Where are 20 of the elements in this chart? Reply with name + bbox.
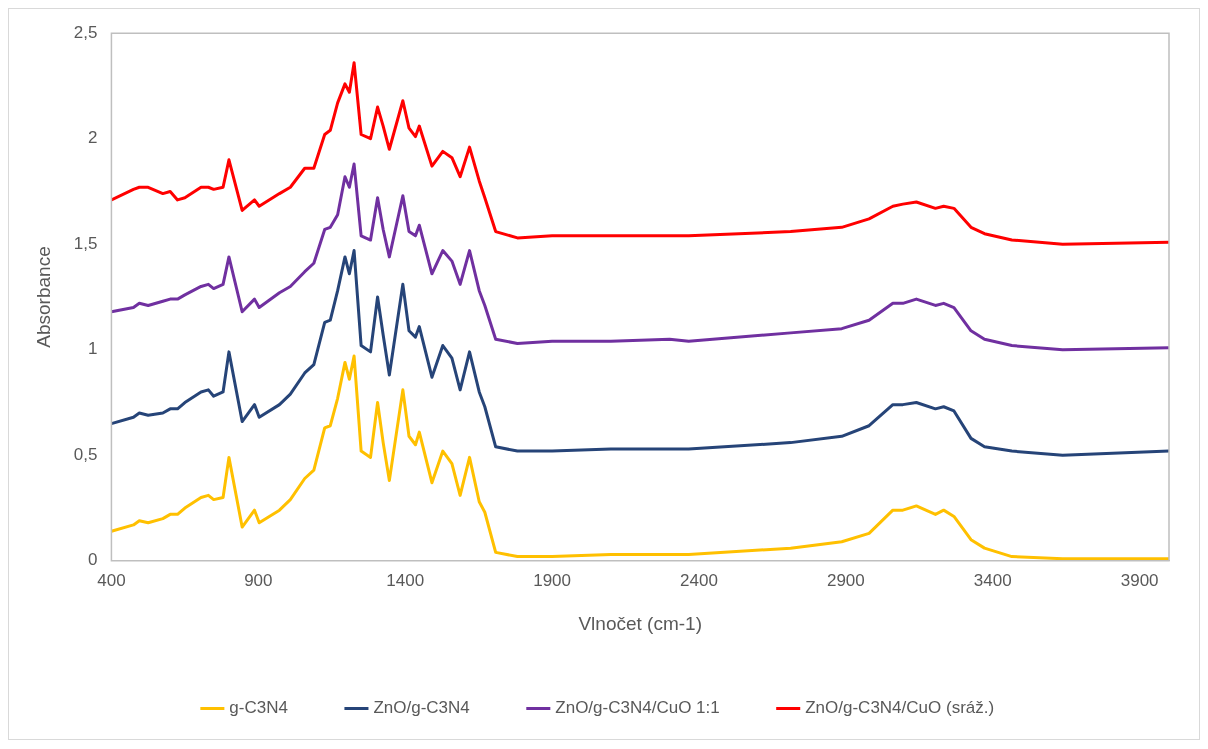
y-tick-label: 0,5 [73, 444, 98, 464]
y-axis-title: Absorbance [32, 246, 54, 348]
x-tick-label: 3900 [1120, 570, 1159, 590]
legend-label: ZnO/g-C3N4 [373, 698, 470, 718]
y-tick-label: 2 [87, 128, 98, 148]
x-tick-label: 400 [97, 570, 126, 590]
x-tick-label: 2400 [680, 570, 718, 590]
y-tick-label: 1,5 [73, 233, 98, 253]
legend-label: g-C3N4 [229, 698, 288, 718]
legend-label: ZnO/g-C3N4/CuO (sráž.) [805, 698, 995, 718]
y-tick-label: 1 [87, 339, 98, 359]
y-tick-label: 0 [87, 550, 98, 570]
legend-label: ZnO/g-C3N4/CuO 1:1 [555, 698, 720, 718]
x-tick-label: 1900 [533, 570, 571, 590]
x-tick-label: 2900 [826, 570, 865, 590]
x-tick-label: 3400 [973, 570, 1012, 590]
x-tick-label: 1400 [386, 570, 425, 590]
x-tick-label: 900 [244, 570, 273, 590]
y-tick-label: 2,5 [73, 22, 98, 42]
x-axis-title: Vlnočet (cm-1) [578, 612, 702, 634]
